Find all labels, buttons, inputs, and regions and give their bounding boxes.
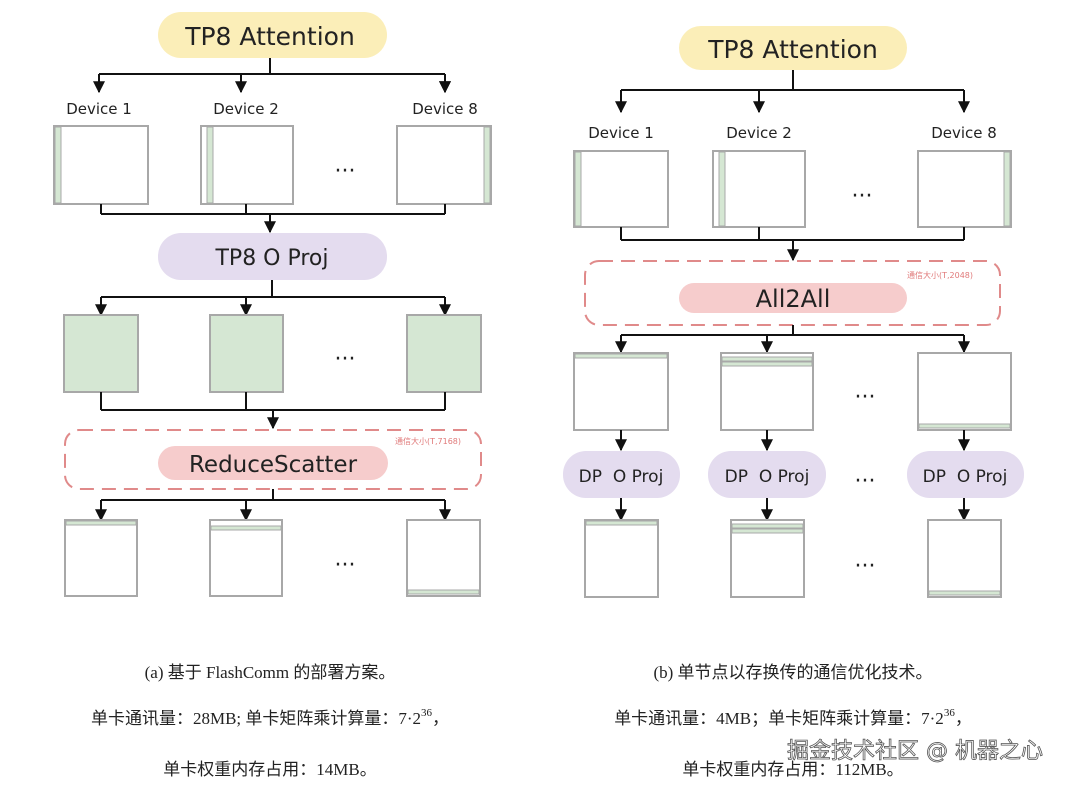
ellipsis: ··· bbox=[335, 159, 356, 184]
comm-group bbox=[64, 429, 482, 490]
tp8-o-proj-label: TP8 O Proj bbox=[214, 246, 328, 271]
device-2-label: Device 2 bbox=[213, 100, 279, 118]
stats-a-memory: 单卡权重内存占用：14MB。 bbox=[163, 760, 376, 779]
device-2-label: Device 2 bbox=[726, 124, 792, 142]
device-8-label: Device 8 bbox=[931, 124, 997, 142]
partial-sum-blocks: ··· bbox=[63, 314, 482, 393]
ellipsis: ··· bbox=[855, 554, 876, 579]
reducescatter-label: ReduceScatter bbox=[189, 452, 358, 478]
dp-o-proj-label: DP O Proj bbox=[923, 467, 1008, 487]
tp8-attention-node bbox=[158, 12, 387, 58]
ellipsis: ··· bbox=[335, 553, 356, 578]
scattered-output-blocks: ··· bbox=[64, 519, 481, 597]
attention-output-blocks: ··· bbox=[53, 125, 492, 205]
all2all-output-blocks: ··· bbox=[573, 352, 1012, 431]
stats-a-compute: 单卡通讯量：28MB; 单卡矩阵乘计算量：7·236， bbox=[91, 707, 449, 728]
device-8-label: Device 8 bbox=[412, 100, 478, 118]
comm-size-label: 通信大小(T,7168) bbox=[395, 436, 461, 446]
reducescatter-node bbox=[158, 446, 388, 480]
dp-o-proj-label: DP O Proj bbox=[725, 467, 810, 487]
all2all-label: All2All bbox=[756, 285, 831, 313]
connectors bbox=[93, 58, 445, 92]
caption-a: (a) 基于 FlashComm 的部署方案。 bbox=[145, 663, 396, 682]
tp8-attention-label: TP8 Attention bbox=[184, 22, 355, 51]
dp-o-proj-nodes: DP O Proj DP O Proj DP O Proj ··· bbox=[563, 451, 1024, 498]
stats-b-memory: 单卡权重内存占用：112MB。 bbox=[682, 760, 903, 779]
attention-output-blocks: ··· bbox=[573, 150, 1012, 228]
ellipsis: ··· bbox=[855, 385, 876, 410]
ellipsis: ··· bbox=[335, 347, 356, 372]
device-1-label: Device 1 bbox=[66, 100, 132, 118]
dp-o-proj-label: DP O Proj bbox=[579, 467, 664, 487]
left-panel: TP8 Attention Device 1 Device 2 Device 8… bbox=[53, 12, 492, 779]
dp-output-blocks: ··· bbox=[584, 519, 1002, 598]
device-1-label: Device 1 bbox=[588, 124, 654, 142]
tp8-attention-label: TP8 Attention bbox=[707, 35, 878, 64]
comm-size-label: 通信大小(T,2048) bbox=[907, 270, 973, 280]
ellipsis: ··· bbox=[852, 184, 873, 209]
caption-b: (b) 单节点以存换传的通信优化技术。 bbox=[653, 663, 932, 682]
right-panel: TP8 Attention Device 1 Device 2 Device 8… bbox=[563, 26, 1024, 779]
tp8-attention-node bbox=[679, 26, 907, 70]
watermark: 掘金技术社区 @ 机器之心 bbox=[787, 739, 1043, 764]
tp8-o-proj-node bbox=[158, 233, 387, 280]
stats-b-compute: 单卡通讯量：4MB；单卡矩阵乘计算量：7·236， bbox=[614, 707, 972, 728]
ellipsis: ··· bbox=[855, 469, 876, 494]
all2all-node bbox=[679, 283, 907, 313]
